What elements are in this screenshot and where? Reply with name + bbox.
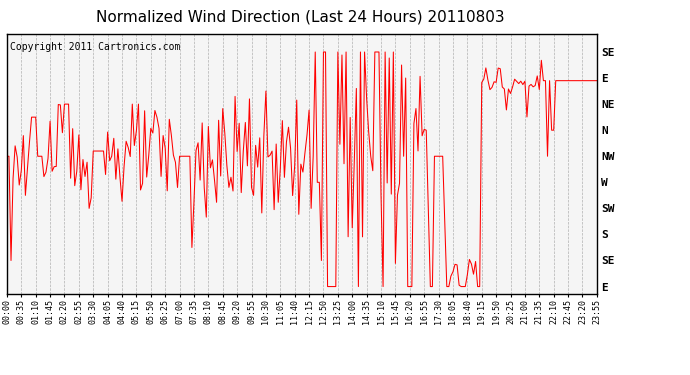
Text: Copyright 2011 Cartronics.com: Copyright 2011 Cartronics.com [10, 42, 180, 52]
Text: Normalized Wind Direction (Last 24 Hours) 20110803: Normalized Wind Direction (Last 24 Hours… [96, 9, 504, 24]
